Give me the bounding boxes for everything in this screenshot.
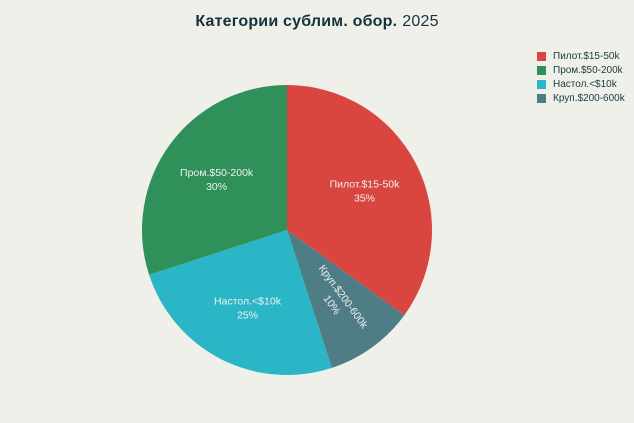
- legend-label-nastol: Настол.<$10k: [553, 78, 617, 90]
- pie-slice-1[interactable]: [142, 85, 287, 275]
- legend-item-krup[interactable]: Круп.$200-600k: [537, 92, 625, 104]
- legend-label-krup: Круп.$200-600k: [553, 92, 625, 104]
- chart-title: Категории сублим. обор. 2025: [0, 13, 634, 31]
- legend-swatch-krup: [537, 93, 546, 103]
- pie-slice-2[interactable]: [149, 230, 332, 375]
- legend-swatch-pilot: [537, 51, 546, 61]
- legend-item-nastol[interactable]: Настол.<$10k: [537, 78, 625, 90]
- legend-label-pilot: Пилот.$15-50k: [553, 50, 620, 62]
- legend-swatch-prom: [537, 65, 546, 75]
- pie-slice-0[interactable]: [287, 85, 433, 316]
- legend-item-pilot[interactable]: Пилот.$15-50k: [537, 50, 625, 62]
- legend-swatch-nastol: [537, 79, 546, 89]
- pie-slices: [142, 85, 433, 375]
- chart-title-main: Категории сублим. обор.: [195, 13, 398, 30]
- legend: Пилот.$15-50k Пром.$50-200k Настол.<$10k…: [537, 50, 625, 104]
- chart-title-year: 2025: [402, 13, 439, 30]
- legend-item-prom[interactable]: Пром.$50-200k: [537, 64, 625, 76]
- legend-label-prom: Пром.$50-200k: [553, 64, 623, 76]
- pie-slice-3[interactable]: [287, 230, 405, 368]
